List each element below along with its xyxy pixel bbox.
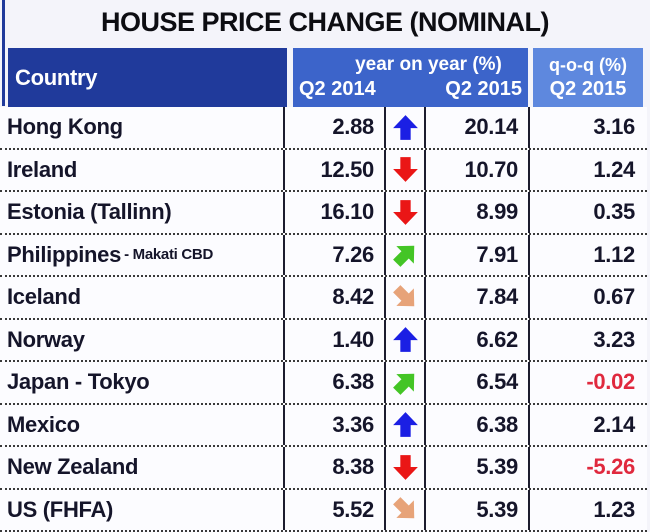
trend-down-right-icon xyxy=(386,277,426,318)
trend-up-icon xyxy=(386,404,426,445)
country-name: US (FHFA) xyxy=(7,496,114,522)
country-cell: US (FHFA) xyxy=(0,489,285,530)
yoy-header-label: year on year (%) xyxy=(355,54,502,75)
country-name: Mexico xyxy=(7,411,80,437)
value-cell-q2-2015: 7.84 xyxy=(426,277,530,318)
country-cell: Mexico xyxy=(0,404,285,445)
table-row: Norway 1.40 6.62 3.23 xyxy=(0,319,647,362)
value-cell-qoq: -0.02 xyxy=(586,369,635,395)
country-name: Hong Kong xyxy=(7,114,123,140)
country-name: Iceland xyxy=(7,284,81,310)
trend-down-icon xyxy=(386,149,426,190)
yoy-col-q2-2015-label: Q2 2015 xyxy=(445,78,522,100)
country-name: Philippines xyxy=(7,241,122,267)
trend-up-right-icon xyxy=(386,362,426,403)
value-cell-q2-2015: 10.70 xyxy=(426,149,530,190)
qoq-header: q-o-q (%) Q2 2015 xyxy=(533,48,643,107)
trend-up-right-icon xyxy=(386,234,426,275)
value-cell-q2-2014: 7.26 xyxy=(285,234,386,275)
country-cell: Japan - Tokyo xyxy=(0,362,285,403)
value-cell-qoq: 1.23 xyxy=(593,496,635,522)
page-title: HOUSE PRICE CHANGE (NOMINAL) xyxy=(100,7,550,37)
value-cell-q2-2015: 5.39 xyxy=(426,447,530,488)
value-cell-qoq: 1.12 xyxy=(593,241,635,267)
country-subregion: - Makati CBD xyxy=(124,246,213,264)
country-cell: Hong Kong xyxy=(0,107,285,148)
trend-up-icon xyxy=(386,319,426,360)
value-cell-q2-2015: 5.39 xyxy=(426,489,530,530)
table-row: Hong Kong 2.88 20.14 3.16 xyxy=(0,107,647,150)
value-cell-q2-2015: 6.62 xyxy=(426,319,530,360)
country-cell: Estonia (Tallinn) xyxy=(0,192,285,233)
value-cell-q2-2014: 6.38 xyxy=(285,362,386,403)
value-cell-qoq: -5.26 xyxy=(586,454,635,480)
country-cell: Norway xyxy=(0,319,285,360)
value-cell-q2-2014: 5.52 xyxy=(285,489,386,530)
table-row: Iceland 8.42 7.84 0.67 xyxy=(0,277,647,320)
country-cell: Iceland xyxy=(0,277,285,318)
country-cell: Ireland xyxy=(0,149,285,190)
country-name: Norway xyxy=(7,326,85,352)
table-row: US (FHFA) 5.52 5.39 1.23 xyxy=(0,489,647,532)
yoy-col-q2-2014-label: Q2 2014 xyxy=(299,78,376,100)
table-row: Ireland 12.50 10.70 1.24 xyxy=(0,149,647,192)
table-header: Country year on year (%) Q2 2014 Q2 2015… xyxy=(0,48,650,107)
value-cell-qoq: 2.14 xyxy=(593,411,635,437)
trend-down-right-icon xyxy=(386,489,426,530)
value-cell-qoq: 0.67 xyxy=(593,284,635,310)
value-cell-qoq: 0.35 xyxy=(593,199,635,225)
value-cell-q2-2014: 8.42 xyxy=(285,277,386,318)
table-row: New Zealand 8.38 5.39 -5.26 xyxy=(0,447,647,490)
value-cell-q2-2015: 8.99 xyxy=(426,192,530,233)
trend-down-icon xyxy=(386,192,426,233)
chart-border-fragment xyxy=(2,0,5,106)
value-cell-q2-2014: 2.88 xyxy=(285,107,386,148)
country-header: Country xyxy=(8,48,287,107)
qoq-header-label: q-o-q (%) xyxy=(549,54,627,75)
value-cell-q2-2014: 1.40 xyxy=(285,319,386,360)
value-cell-qoq: 1.24 xyxy=(593,156,635,182)
value-cell-q2-2015: 6.38 xyxy=(426,404,530,445)
country-cell: New Zealand xyxy=(0,447,285,488)
value-cell-q2-2014: 8.38 xyxy=(285,447,386,488)
value-cell-q2-2014: 3.36 xyxy=(285,404,386,445)
trend-down-icon xyxy=(386,447,426,488)
value-cell-q2-2014: 16.10 xyxy=(285,192,386,233)
table-row: Japan - Tokyo 6.38 6.54 -0.02 xyxy=(0,362,647,405)
value-cell-q2-2014: 12.50 xyxy=(285,149,386,190)
country-name: New Zealand xyxy=(7,454,139,480)
table-body: Hong Kong 2.88 20.14 3.16 Ireland 12.50 xyxy=(0,107,647,532)
yoy-header: year on year (%) Q2 2014 Q2 2015 xyxy=(293,48,528,107)
trend-up-icon xyxy=(386,107,426,148)
country-cell: Philippines - Makati CBD xyxy=(0,234,285,275)
country-name: Estonia (Tallinn) xyxy=(7,199,172,225)
table-row: Mexico 3.36 6.38 2.14 xyxy=(0,404,647,447)
value-cell-qoq: 3.16 xyxy=(593,114,635,140)
country-header-label: Country xyxy=(15,64,98,90)
value-cell-qoq: 3.23 xyxy=(593,326,635,352)
table-row: Philippines - Makati CBD 7.26 7.91 1.12 xyxy=(0,234,647,277)
table-row: Estonia (Tallinn) 16.10 8.99 0.35 xyxy=(0,192,647,235)
value-cell-q2-2015: 6.54 xyxy=(426,362,530,403)
value-cell-q2-2015: 20.14 xyxy=(426,107,530,148)
value-cell-q2-2015: 7.91 xyxy=(426,234,530,275)
qoq-col-q2-2015-label: Q2 2015 xyxy=(549,77,627,100)
country-name: Japan - Tokyo xyxy=(7,369,150,395)
country-name: Ireland xyxy=(7,156,78,182)
